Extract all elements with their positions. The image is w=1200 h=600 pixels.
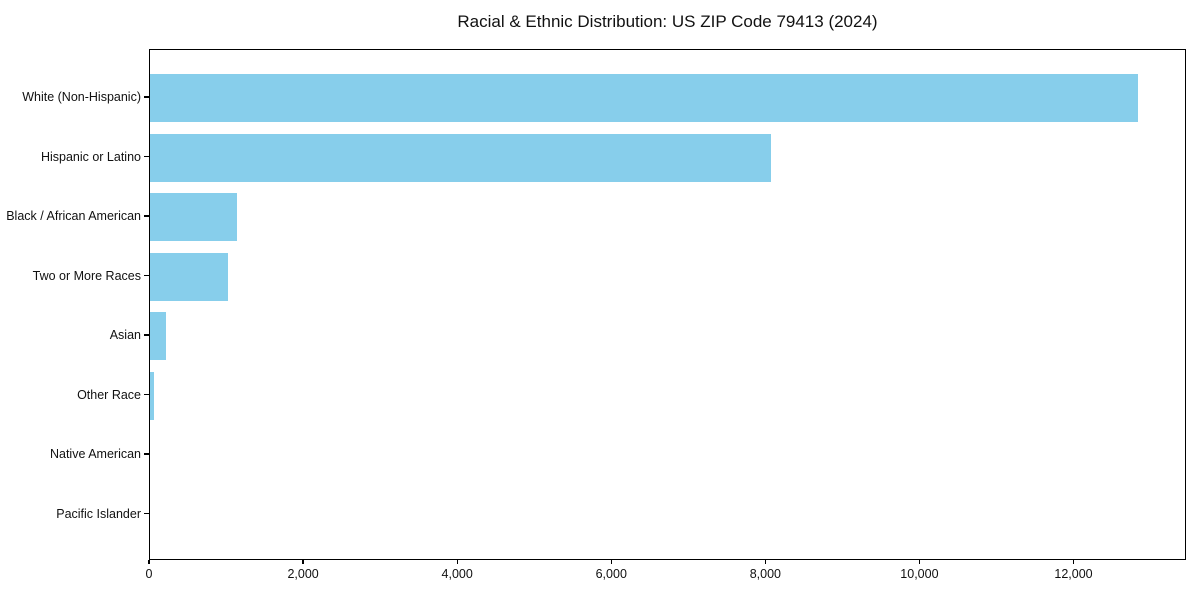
x-axis-label: 10,000 bbox=[900, 567, 939, 581]
x-tick bbox=[918, 560, 921, 564]
y-tick bbox=[144, 274, 149, 277]
x-axis-label: 12,000 bbox=[1054, 567, 1093, 581]
plot-area bbox=[149, 49, 1186, 560]
bar bbox=[150, 252, 228, 301]
y-axis-label: Two or More Races bbox=[32, 268, 141, 283]
y-axis-label: Native American bbox=[49, 447, 141, 461]
y-tick bbox=[144, 453, 149, 455]
bar bbox=[150, 193, 237, 241]
y-axis-label: Black / African American bbox=[6, 209, 141, 223]
bar bbox=[150, 312, 166, 360]
bar bbox=[150, 371, 154, 420]
x-tick bbox=[148, 560, 150, 564]
y-tick bbox=[144, 96, 149, 98]
y-axis-label: Other Race bbox=[77, 387, 141, 402]
x-axis-label: 8,000 bbox=[749, 567, 781, 581]
x-axis-label: 2,000 bbox=[287, 567, 319, 581]
x-axis-label: 0 bbox=[145, 567, 153, 581]
y-tick bbox=[144, 215, 149, 217]
x-axis-label: 4,000 bbox=[441, 567, 473, 581]
y-axis-label: White (Non-Hispanic) bbox=[22, 90, 141, 104]
y-axis-label: Asian bbox=[109, 328, 141, 342]
x-tick bbox=[456, 560, 458, 564]
y-axis-label: Pacific Islander bbox=[56, 506, 141, 521]
x-tick bbox=[1072, 560, 1075, 564]
x-tick bbox=[764, 560, 766, 564]
y-tick bbox=[144, 512, 149, 515]
y-tick bbox=[144, 393, 149, 396]
y-tick bbox=[144, 334, 149, 336]
y-tick bbox=[144, 155, 149, 158]
bar bbox=[150, 133, 771, 182]
x-axis-label: 6,000 bbox=[595, 567, 627, 581]
bar bbox=[150, 74, 1138, 122]
y-axis-label: Hispanic or Latino bbox=[40, 149, 141, 164]
x-tick bbox=[610, 560, 612, 564]
chart-title: Racial & Ethnic Distribution: US ZIP Cod… bbox=[457, 12, 878, 31]
x-tick bbox=[302, 560, 304, 564]
